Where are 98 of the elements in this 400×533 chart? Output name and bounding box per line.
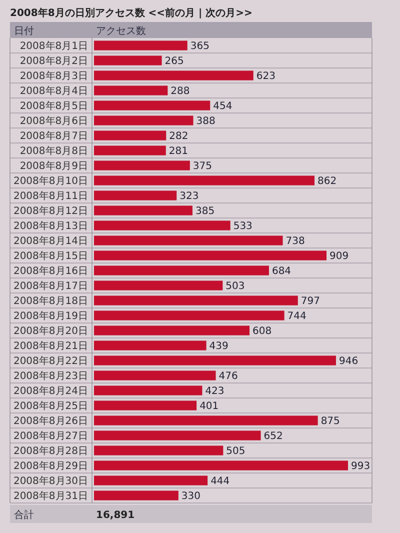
y-tick-label: 2008年8月20日 [13,325,88,337]
data-label: 454 [213,101,232,112]
bar [94,236,283,246]
text: 16,891 [96,510,135,521]
data-label: 401 [200,401,219,412]
bar [94,100,210,110]
bar [94,340,206,350]
bar [94,370,216,380]
y-tick-label: 2008年8月17日 [13,280,88,292]
data-label: 608 [252,326,272,337]
y-tick-label: 2008年8月7日 [20,130,88,142]
y-tick-label: 2008年8月28日 [13,445,88,457]
data-label: 993 [351,461,370,472]
y-tick-label: 2008年8月16日 [13,265,88,277]
bar [94,176,314,186]
data-label: 282 [169,131,188,142]
data-label: 946 [338,356,358,367]
chart-title: 2008年8月の日別アクセス数 <<前の月 | 次の月>> [10,7,252,19]
bar [94,310,284,320]
y-tick-label: 2008年8月14日 [13,235,88,247]
y-tick-label: 2008年8月21日 [13,340,88,352]
data-label: 503 [226,281,245,292]
y-tick-label: 2008年8月1日 [20,40,88,52]
y-tick-label: 2008年8月2日 [20,55,88,67]
data-label: 265 [164,56,184,67]
data-label: 385 [195,206,215,217]
data-label: 388 [196,116,216,127]
y-tick-label: 2008年8月24日 [13,385,88,397]
y-tick-label: 2008年8月11日 [13,190,88,202]
data-label: 738 [286,236,305,247]
bar [94,326,250,336]
bar [94,220,230,230]
bar [94,416,318,426]
data-label: 439 [209,341,228,352]
bar [94,386,202,396]
bar [94,160,190,170]
data-label: 330 [181,491,201,502]
bar [94,476,208,486]
y-tick-label: 2008年8月12日 [13,205,88,217]
y-tick-label: 2008年8月25日 [13,400,88,412]
y-tick-label: 2008年8月5日 [20,100,88,112]
bar [94,146,166,156]
data-label: 623 [256,71,276,82]
bar [94,490,178,500]
bar [94,356,336,366]
y-tick-label: 2008年8月22日 [13,355,88,367]
y-tick-label: 2008年8月9日 [20,160,88,172]
bar [94,40,188,50]
data-label: 652 [264,431,283,442]
y-tick-label: 2008年8月31日 [13,490,88,502]
y-tick-label: 2008年8月19日 [13,310,88,322]
bar [94,116,194,126]
data-label: 423 [205,386,224,397]
bar [94,70,254,80]
y-tick-label: 2008年8月29日 [13,460,88,472]
y-tick-label: 2008年8月13日 [13,220,88,232]
bar [94,296,298,306]
data-label: 365 [190,41,210,52]
y-tick-label: 2008年8月18日 [13,295,88,307]
y-tick-label: 2008年8月10日 [13,175,88,187]
y-tick-label: 2008年8月3日 [20,70,88,82]
y-tick-label: 2008年8月4日 [20,85,88,97]
data-label: 505 [226,446,246,457]
data-label: 797 [300,296,320,307]
data-label: 288 [170,86,190,97]
bar [94,190,177,200]
y-tick-label: 2008年8月8日 [20,145,88,157]
y-tick-label: 2008年8月27日 [13,430,88,442]
bar [94,460,348,470]
y-axis-title: 日付 [14,26,34,37]
bar [94,206,192,216]
bar [94,400,197,410]
bar [94,446,224,456]
y-tick-label: 2008年8月15日 [13,250,88,262]
data-label: 476 [218,371,238,382]
y-tick-label: 2008年8月26日 [13,415,88,427]
data-label: 909 [330,251,349,262]
data-label: 444 [210,476,230,487]
data-label: 281 [168,146,188,157]
bar [94,86,168,96]
x-axis-title: アクセス数 [96,26,146,37]
data-label: 323 [180,191,199,202]
bar [94,250,327,260]
data-label: 684 [272,266,292,277]
data-label: 862 [317,176,337,187]
y-tick-label: 2008年8月23日 [13,370,88,382]
data-label: 875 [320,416,340,427]
bar [94,430,261,440]
y-tick-label: 2008年8月30日 [13,475,88,487]
y-tick-label: 2008年8月6日 [20,115,88,127]
data-label: 533 [233,221,252,232]
bar [94,130,166,140]
bar [94,56,162,66]
data-label: 375 [192,161,212,172]
data-label: 744 [287,311,306,322]
bar [94,280,223,290]
bar [94,266,269,276]
text: 合計 [14,509,34,521]
